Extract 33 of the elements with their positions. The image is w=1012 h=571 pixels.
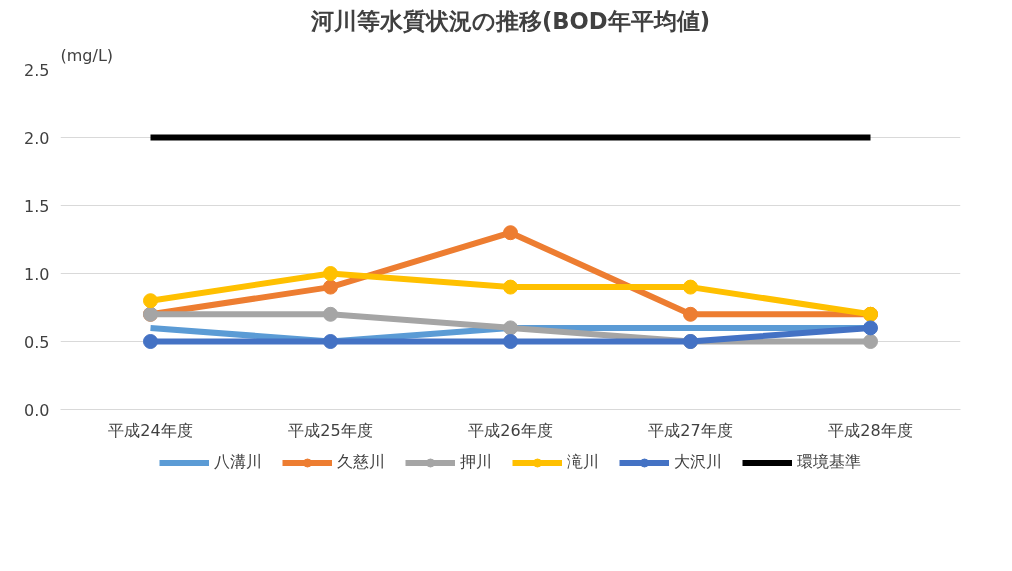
legend-label: 八溝川 [214, 451, 262, 473]
y-tick-label: 0.5 [24, 332, 50, 352]
legend-label: 環境基準 [797, 451, 861, 473]
y-tick-label: 1.5 [24, 196, 50, 216]
x-tick-label: 平成27年度 [648, 420, 733, 440]
x-tick-label: 平成26年度 [468, 420, 553, 440]
point [503, 225, 518, 241]
point [323, 279, 338, 295]
y-tick-label: 2.0 [24, 128, 50, 148]
legend-label: 久慈川 [337, 451, 385, 473]
x-tick-label: 平成24年度 [108, 420, 193, 440]
point [143, 334, 158, 349]
point [683, 279, 698, 295]
x-tick-label: 平成25年度 [288, 420, 373, 440]
x-tick-label: 平成28年度 [828, 420, 913, 440]
legend-label: 滝川 [567, 451, 599, 473]
chart-title: 河川等水質状況の推移(BOD年平均値) [309, 7, 711, 34]
point [323, 306, 338, 322]
point [143, 293, 158, 309]
y-tick-label: 2.5 [24, 60, 50, 80]
y-tick-label: 0.0 [24, 400, 50, 420]
point [503, 320, 518, 336]
point [863, 320, 878, 336]
y-axis-title: (mg/L) [60, 45, 114, 65]
point [323, 266, 338, 281]
legend-label: 押川 [460, 451, 492, 473]
point [683, 306, 698, 322]
point [503, 334, 518, 349]
y-tick-label: 1.0 [24, 264, 50, 284]
point [503, 279, 518, 295]
point [863, 334, 878, 349]
point [323, 334, 338, 349]
legend-label: 大沢川 [674, 451, 722, 473]
